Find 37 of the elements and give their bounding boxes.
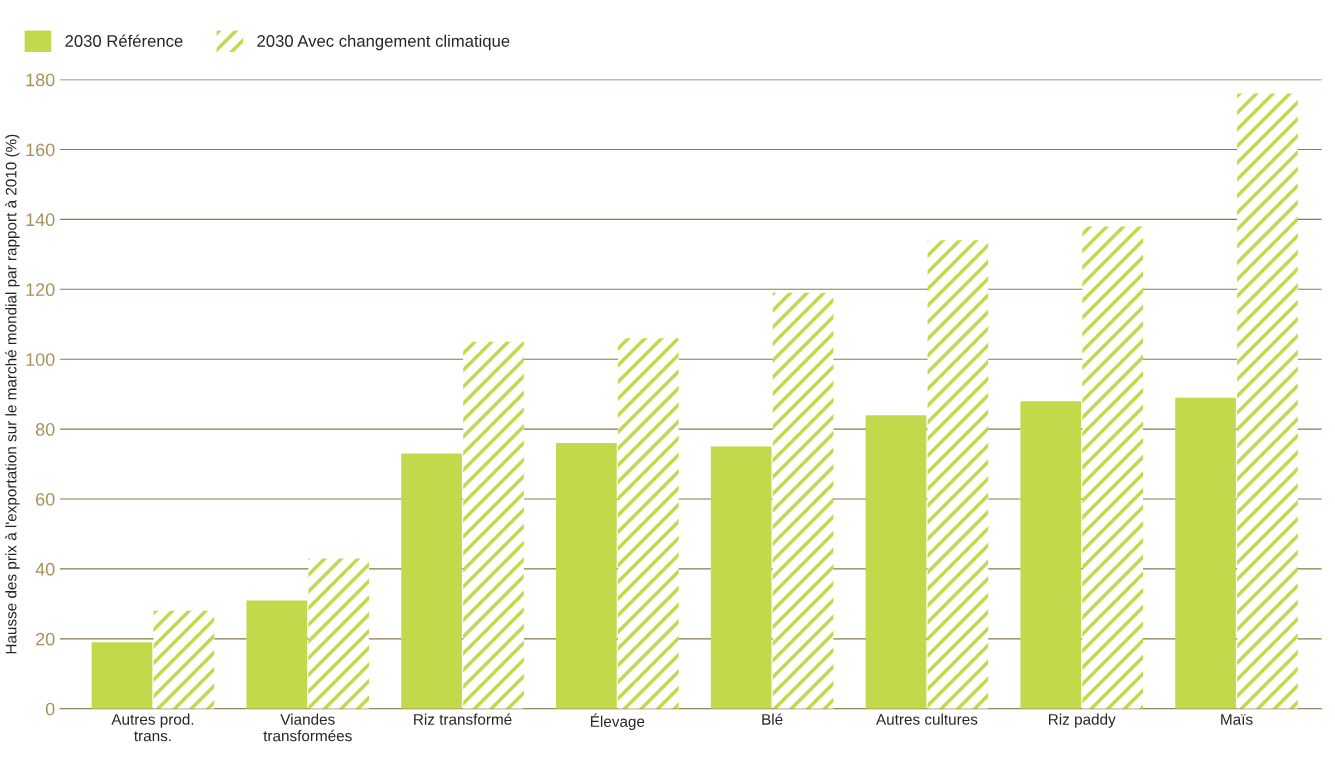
y-tick-label: 40: [35, 562, 55, 576]
bar: [1237, 93, 1298, 709]
x-tick-label: Riz paddy: [1049, 713, 1116, 728]
y-tick-label: 120: [26, 283, 55, 297]
x-tick-label: Élevage: [590, 713, 645, 731]
y-axis-title: Hausse des prix à l'exportation sur le marché mondial par rapport à 2010 (%): [5, 134, 20, 654]
y-tick-label: 140: [26, 213, 55, 227]
x-tick-label: Maïs: [1221, 714, 1253, 725]
x-tick-label: Autres prod. trans.: [111, 713, 194, 742]
x-tick-label: Riz transformé: [414, 713, 512, 725]
y-tick-label: 0: [45, 702, 55, 716]
bar: [463, 341, 524, 709]
bar: [556, 443, 617, 709]
legend-label: 2030 Référence: [65, 34, 183, 47]
bar: [1082, 226, 1144, 709]
bar: [91, 642, 153, 709]
bar: [927, 240, 989, 709]
bar: [617, 338, 679, 709]
y-tick-label: 80: [35, 423, 55, 436]
bar: [401, 453, 462, 709]
y-tick-label: 20: [36, 632, 55, 646]
y-tick-label: 160: [26, 143, 55, 157]
x-tick-label: Autres cultures: [876, 713, 978, 725]
y-tick-label: 180: [26, 73, 55, 87]
bar: [865, 415, 927, 709]
x-tick-label: Blé: [762, 713, 783, 725]
y-tick-label: 100: [26, 353, 55, 366]
bar: [710, 446, 772, 709]
bar: [772, 292, 834, 709]
bar: [1175, 397, 1236, 709]
bar: [1020, 401, 1082, 709]
legend-label: 2030 Avec changement climatique: [257, 34, 510, 51]
x-tick-label: Viandes transformées: [263, 713, 352, 742]
bar: [308, 558, 370, 709]
y-tick-label: 60: [36, 492, 55, 506]
bar: [153, 610, 215, 709]
bar: [246, 600, 308, 709]
